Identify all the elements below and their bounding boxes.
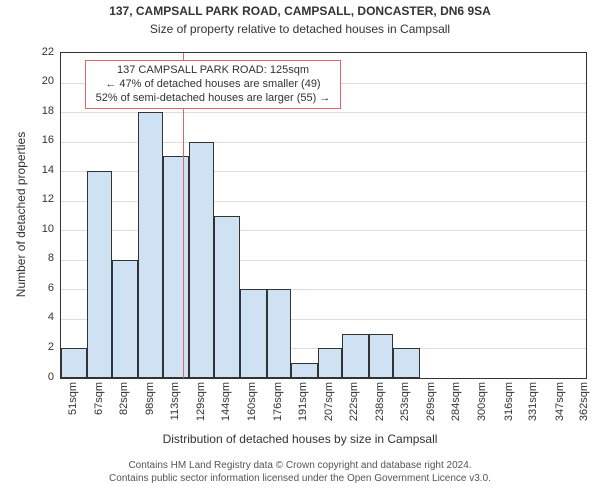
annotation-box: 137 CAMPSALL PARK ROAD: 125sqm ← 47% of …	[85, 60, 341, 109]
footer-line-1: Contains HM Land Registry data © Crown c…	[0, 460, 600, 473]
y-axis-label: Number of detached properties	[14, 52, 28, 377]
x-tick-label: 113sqm	[169, 382, 181, 432]
annotation-line-3: 52% of semi-detached houses are larger (…	[92, 92, 334, 106]
x-tick-label: 284sqm	[450, 382, 462, 432]
x-tick-label: 222sqm	[348, 382, 360, 432]
x-tick-label: 176sqm	[272, 382, 284, 432]
x-tick-label: 67sqm	[93, 382, 105, 432]
histogram-bar	[163, 156, 189, 378]
y-tick-label: 14	[34, 164, 54, 176]
x-tick-label: 207sqm	[323, 382, 335, 432]
y-tick-label: 18	[34, 105, 54, 117]
histogram-bar	[189, 142, 214, 378]
y-tick-label: 12	[34, 193, 54, 205]
x-tick-label: 238sqm	[374, 382, 386, 432]
x-tick-label: 316sqm	[503, 382, 515, 432]
x-axis-label: Distribution of detached houses by size …	[0, 432, 600, 446]
x-tick-label: 160sqm	[246, 382, 258, 432]
histogram-bar	[369, 334, 394, 378]
histogram-bar	[291, 363, 317, 378]
y-tick-label: 10	[34, 223, 54, 235]
y-tick-label: 16	[34, 134, 54, 146]
x-tick-label: 191sqm	[297, 382, 309, 432]
histogram-bar	[318, 348, 343, 378]
y-tick-label: 2	[34, 341, 54, 353]
attribution-footer: Contains HM Land Registry data © Crown c…	[0, 460, 600, 485]
x-tick-label: 300sqm	[476, 382, 488, 432]
x-tick-label: 82sqm	[118, 382, 130, 432]
histogram-bar	[138, 112, 163, 378]
chart-title: 137, CAMPSALL PARK ROAD, CAMPSALL, DONCA…	[0, 4, 600, 18]
x-tick-label: 98sqm	[144, 382, 156, 432]
histogram-bar	[342, 334, 368, 378]
y-tick-label: 22	[34, 46, 54, 58]
x-tick-label: 362sqm	[578, 382, 590, 432]
y-tick-label: 4	[34, 311, 54, 323]
x-tick-label: 269sqm	[425, 382, 437, 432]
annotation-line-1: 137 CAMPSALL PARK ROAD: 125sqm	[92, 64, 334, 78]
x-tick-label: 129sqm	[195, 382, 207, 432]
footer-line-2: Contains public sector information licen…	[0, 473, 600, 486]
y-tick-label: 8	[34, 252, 54, 264]
x-tick-label: 347sqm	[554, 382, 566, 432]
histogram-bar	[267, 289, 292, 378]
x-tick-label: 253sqm	[399, 382, 411, 432]
histogram-bar	[240, 289, 266, 378]
histogram-bar	[393, 348, 419, 378]
x-tick-label: 144sqm	[220, 382, 232, 432]
y-tick-label: 6	[34, 282, 54, 294]
chart-subtitle: Size of property relative to detached ho…	[0, 22, 600, 36]
x-tick-label: 331sqm	[527, 382, 539, 432]
histogram-bar	[61, 348, 87, 378]
x-tick-label: 51sqm	[67, 382, 79, 432]
histogram-bar	[87, 171, 112, 378]
y-tick-label: 20	[34, 75, 54, 87]
y-tick-label: 0	[34, 371, 54, 383]
histogram-bar	[214, 216, 240, 379]
histogram-bar	[112, 260, 138, 378]
annotation-line-2: ← 47% of detached houses are smaller (49…	[92, 78, 334, 92]
